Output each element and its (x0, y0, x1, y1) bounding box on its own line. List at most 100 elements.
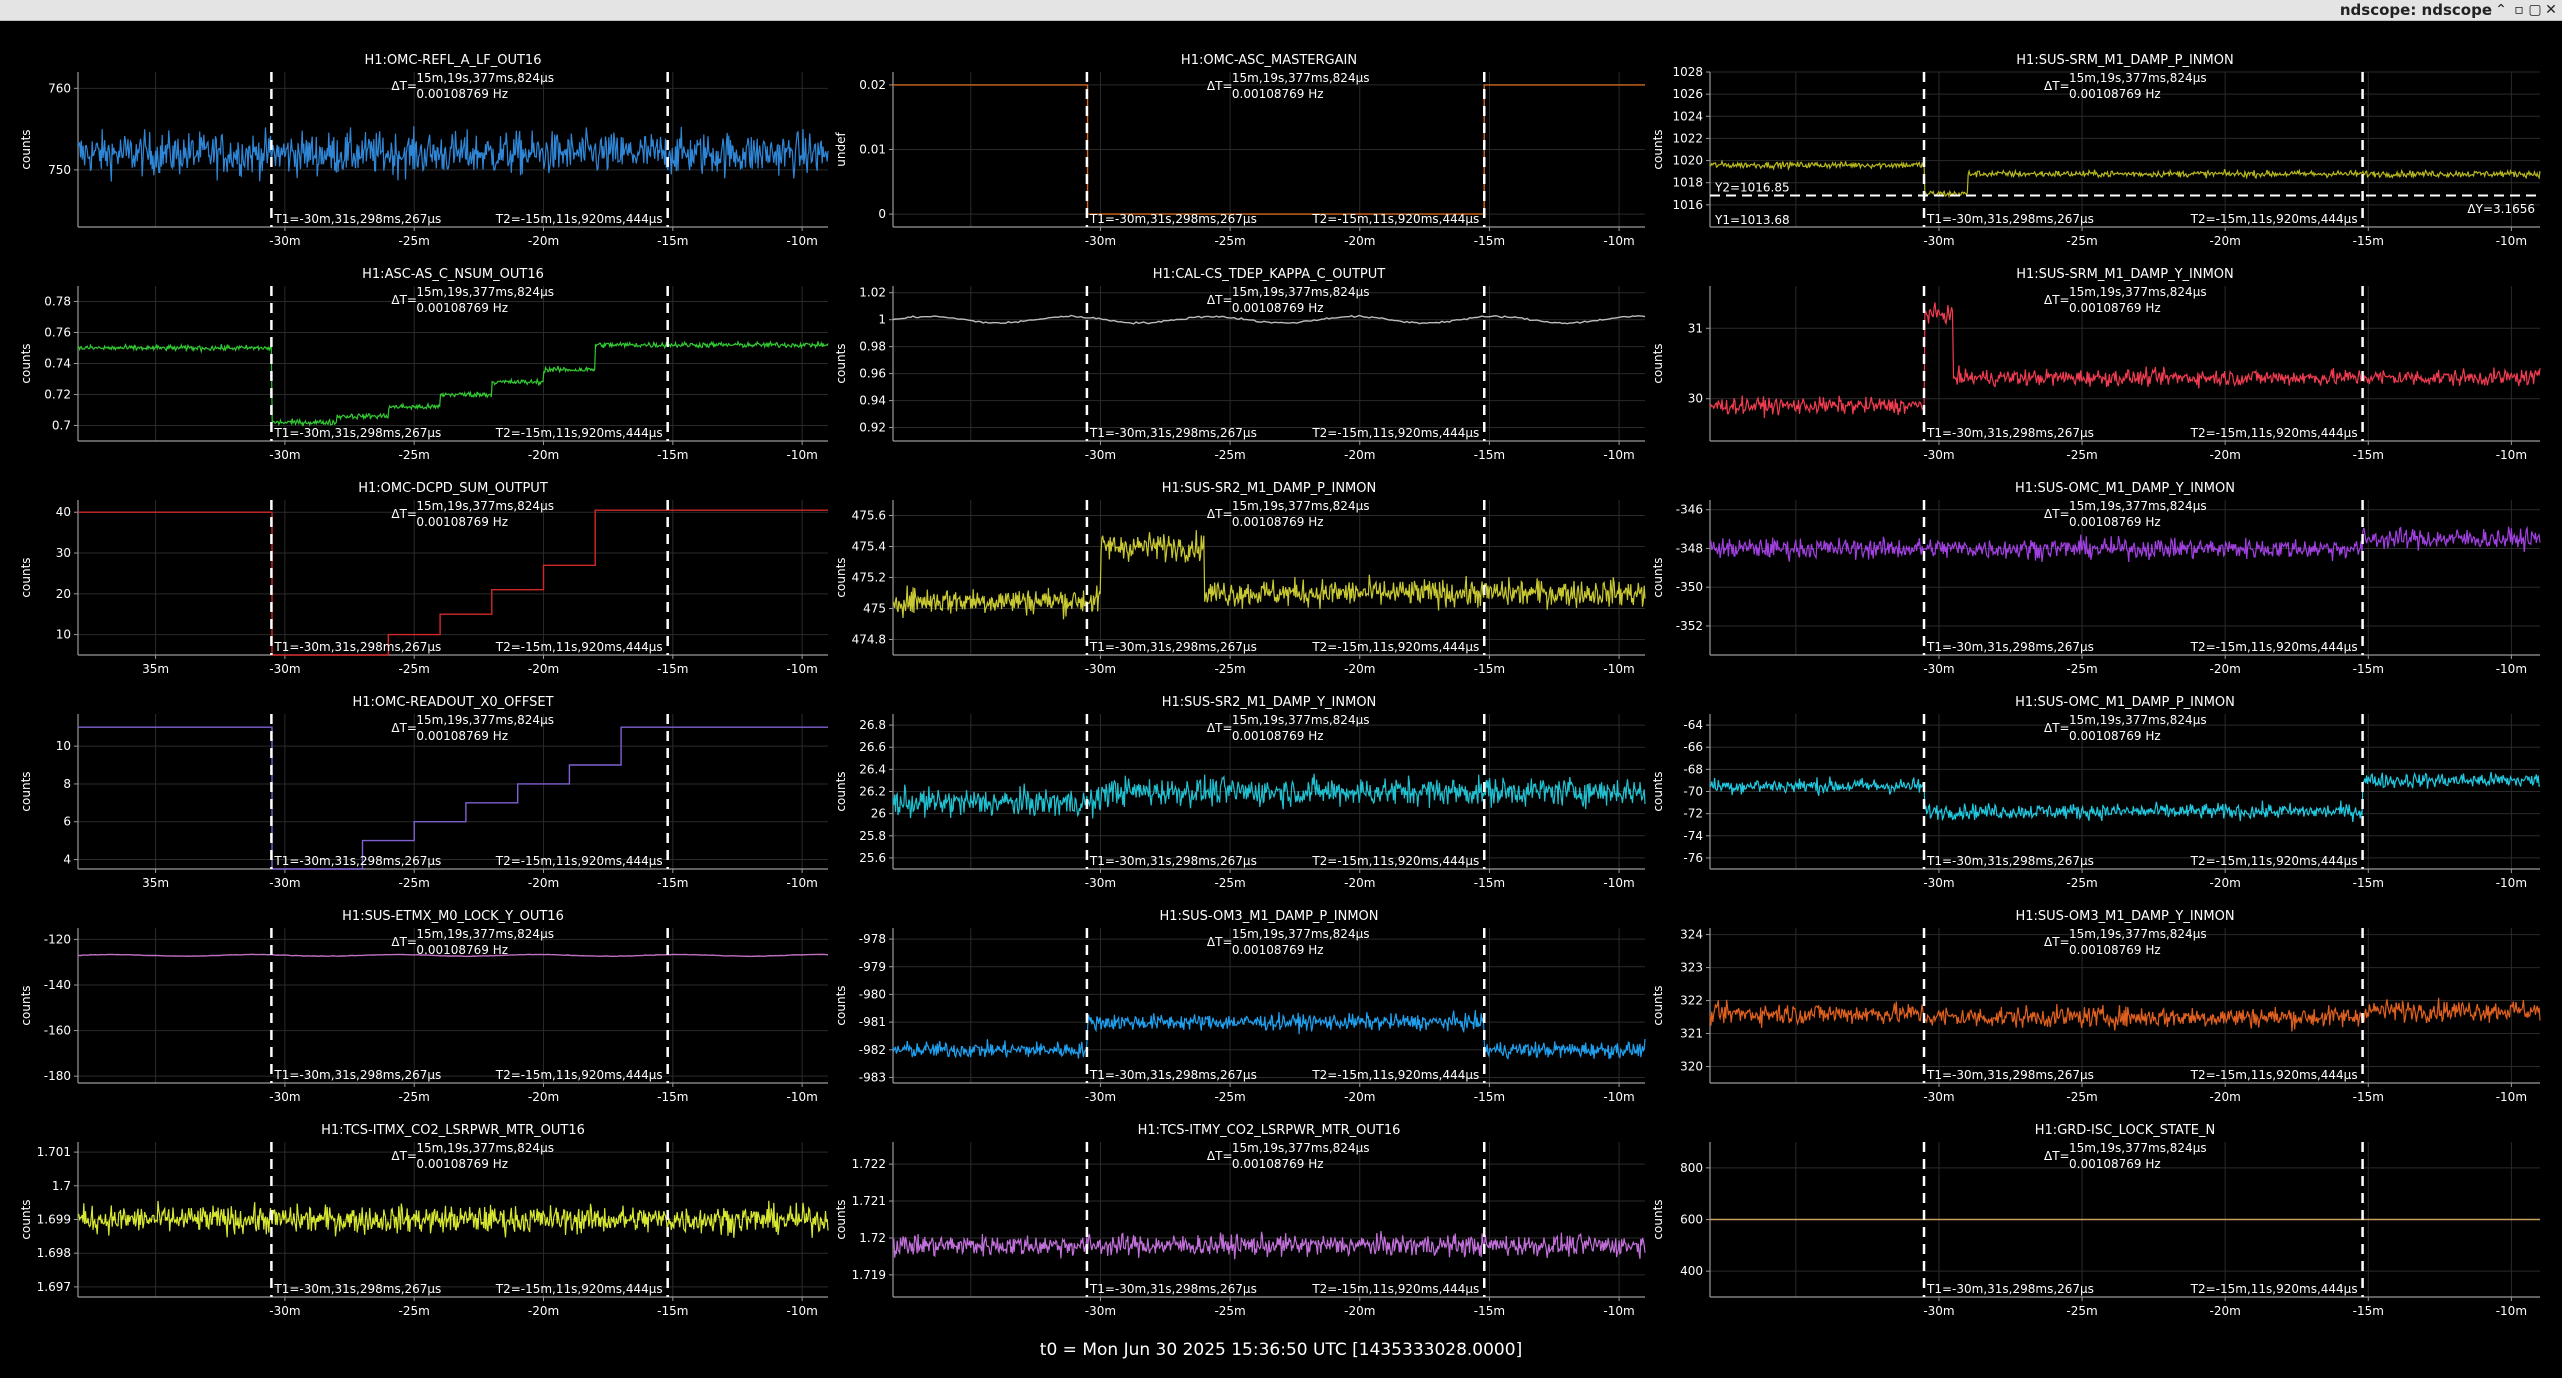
x-tick-label: -25m (1214, 662, 1245, 676)
plot-title: H1:SUS-SR2_M1_DAMP_P_INMON (1162, 481, 1376, 496)
delta-f-value: 0.00108769 Hz (1232, 729, 1324, 743)
x-tick-label: -20m (2210, 662, 2241, 676)
x-tick-label: -30m (269, 448, 300, 462)
x-tick-label: 35m (142, 662, 169, 676)
delta-t-label: ΔT= (2044, 507, 2070, 521)
t1-label: T1=-30m,31s,298ms,267µs (1089, 1282, 1257, 1296)
y-tick-label: -979 (859, 960, 886, 974)
y-axis-label: counts (1651, 771, 1665, 811)
x-tick-label: -30m (269, 234, 300, 248)
y-tick-label: -160 (44, 1024, 71, 1038)
y-tick-label: 0.7 (52, 419, 71, 433)
delta-y-label: ΔY=3.1656 (2467, 202, 2535, 216)
y-tick-label: 20 (56, 587, 71, 601)
delta-f-value: 0.00108769 Hz (2069, 87, 2161, 101)
y-tick-label: 26 (871, 807, 886, 821)
delta-t-value: 15m,19s,377ms,824µs (416, 713, 554, 727)
y-tick-label: -72 (1683, 807, 1703, 821)
t2-label: T2=-15m,11s,920ms,444µs (495, 426, 663, 440)
y-tick-label: 323 (1680, 961, 1703, 975)
t1-label: T1=-30m,31s,298ms,267µs (1926, 640, 2094, 654)
x-tick-label: -25m (1214, 234, 1245, 248)
x-tick-label: -15m (657, 876, 688, 890)
y-tick-label: 1.02 (859, 286, 886, 300)
x-tick-label: -10m (1603, 876, 1634, 890)
y-tick-label: -982 (859, 1043, 886, 1057)
x-tick-label: -15m (657, 448, 688, 462)
delta-t-label: ΔT= (391, 79, 417, 93)
delta-t-value: 15m,19s,377ms,824µs (2069, 1141, 2207, 1155)
window-title: ndscope: ndscope (2339, 1, 2492, 19)
y-tick-label: 400 (1680, 1264, 1703, 1278)
delta-t-label: ΔT= (2044, 79, 2070, 93)
x-tick-label: -30m (269, 662, 300, 676)
t1-label: T1=-30m,31s,298ms,267µs (1089, 426, 1257, 440)
series-line (892, 1230, 1646, 1260)
delta-f-value: 0.00108769 Hz (2069, 1157, 2161, 1171)
y-tick-label: 30 (1688, 392, 1703, 406)
t2-label: T2=-15m,11s,920ms,444µs (2190, 1068, 2358, 1082)
plot-title: H1:TCS-ITMY_CO2_LSRPWR_MTR_OUT16 (1138, 1123, 1401, 1138)
delta-f-value: 0.00108769 Hz (416, 301, 508, 315)
x-tick-label: -15m (2353, 1090, 2384, 1104)
t2-label: T2=-15m,11s,920ms,444µs (2190, 212, 2358, 226)
t2-label: T2=-15m,11s,920ms,444µs (2190, 640, 2358, 654)
y-tick-label: 10 (56, 739, 71, 753)
y-axis-label: counts (19, 1199, 33, 1239)
y-tick-label: 0.02 (859, 78, 886, 92)
close-icon[interactable]: ✕ (2545, 2, 2557, 18)
y-tick-label: 324 (1680, 928, 1703, 942)
y-tick-label: -64 (1683, 718, 1703, 732)
minimize-icon[interactable]: ⌃ (2495, 2, 2507, 18)
y-tick-label: -980 (859, 987, 886, 1001)
delta-f-value: 0.00108769 Hz (1232, 1157, 1324, 1171)
y-tick-label: 10 (56, 628, 71, 642)
y-tick-label: 320 (1680, 1060, 1703, 1074)
y-tick-label: 0.94 (859, 394, 886, 408)
x-tick-label: -25m (2066, 448, 2097, 462)
y-tick-label: 1 (878, 313, 886, 327)
series-line (77, 126, 829, 182)
delta-t-label: ΔT= (1207, 507, 1233, 521)
t1-label: T1=-30m,31s,298ms,267µs (1089, 212, 1257, 226)
y-tick-label: 26.6 (859, 740, 886, 754)
t2-label: T2=-15m,11s,920ms,444µs (1311, 212, 1479, 226)
plot-title: H1:OMC-REFL_A_LF_OUT16 (365, 53, 542, 68)
x-tick-label: -25m (1214, 1090, 1245, 1104)
x-tick-label: -20m (2210, 234, 2241, 248)
series-line (77, 953, 829, 958)
y-tick-label: 4 (63, 853, 71, 867)
y-tick-label: 474.8 (852, 633, 886, 647)
delta-t-label: ΔT= (2044, 293, 2070, 307)
x-tick-label: -20m (528, 1090, 559, 1104)
delta-t-value: 15m,19s,377ms,824µs (416, 71, 554, 85)
x-tick-label: -15m (657, 234, 688, 248)
maximize-icon[interactable]: ▢ (2528, 2, 2542, 18)
restore-icon[interactable]: ▫ (2514, 2, 2524, 18)
x-tick-label: -25m (2066, 1090, 2097, 1104)
delta-f-value: 0.00108769 Hz (1232, 943, 1324, 957)
t2-label: T2=-15m,11s,920ms,444µs (495, 640, 663, 654)
delta-t-label: ΔT= (1207, 935, 1233, 949)
y-tick-label: 0.72 (44, 388, 71, 402)
x-tick-label: -25m (1214, 876, 1245, 890)
